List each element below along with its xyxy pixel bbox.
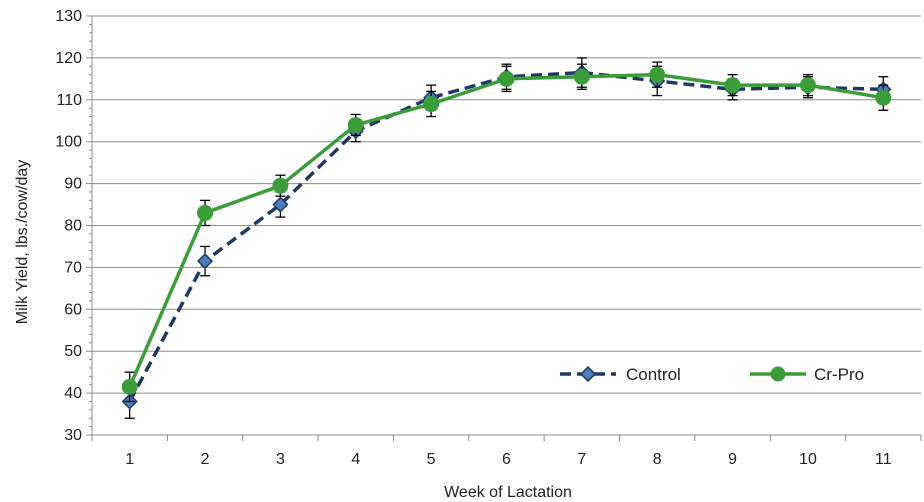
data-point — [573, 68, 590, 85]
y-axis-ticks: 30 40 50 60 70 80 90 100 110 120 130 — [55, 8, 92, 444]
y-tick-label: 60 — [64, 301, 82, 318]
legend-label: Cr-Pro — [814, 365, 864, 384]
y-tick-label: 40 — [64, 385, 82, 402]
series-cr-pro — [121, 61, 892, 403]
x-tick-label: 4 — [351, 451, 360, 468]
x-tick-label: 9 — [728, 451, 737, 468]
data-point — [724, 77, 741, 94]
series-control — [121, 57, 892, 419]
y-tick-label: 120 — [55, 50, 82, 67]
y-tick-label: 110 — [56, 92, 82, 109]
x-tick-label: 10 — [799, 451, 817, 468]
y-tick-label: 100 — [55, 134, 82, 151]
x-tick-label: 2 — [201, 451, 210, 468]
legend: Control Cr-Pro — [560, 365, 864, 384]
y-tick-label: 90 — [64, 176, 82, 193]
x-tick-label: 1 — [125, 451, 134, 468]
data-point — [498, 70, 515, 87]
data-point — [649, 66, 666, 83]
y-tick-label: 80 — [64, 218, 82, 235]
legend-item: Cr-Pro — [750, 365, 864, 384]
legend-marker — [579, 365, 597, 383]
y-tick-label: 70 — [64, 259, 82, 276]
data-point — [272, 196, 289, 213]
legend-item: Control — [560, 365, 681, 384]
y-axis-title: Milk Yield, lbs./cow/day — [14, 160, 31, 325]
series-layer — [121, 57, 892, 419]
data-point — [197, 204, 214, 221]
y-tick-label: 50 — [64, 343, 82, 360]
x-axis-title: Week of Lactation — [444, 484, 572, 501]
x-tick-label: 11 — [875, 451, 892, 468]
data-point — [875, 89, 892, 106]
data-point — [272, 177, 289, 194]
legend-label: Control — [626, 365, 681, 384]
data-point — [423, 95, 440, 112]
data-point — [799, 77, 816, 94]
y-tick-label: 130 — [55, 8, 82, 25]
x-tick-label: 7 — [577, 451, 586, 468]
legend-marker — [770, 366, 786, 382]
x-tick-label: 3 — [276, 451, 285, 468]
x-tick-label: 6 — [502, 451, 511, 468]
x-tick-label: 8 — [653, 451, 662, 468]
x-axis-ticks: 1 2 3 4 5 6 7 8 9 10 11 — [91, 435, 922, 468]
data-point — [121, 378, 138, 395]
y-tick-label: 30 — [64, 427, 82, 444]
data-point — [196, 253, 214, 270]
data-point — [347, 116, 364, 133]
x-tick-label: 5 — [427, 451, 436, 468]
series-line — [128, 70, 884, 403]
gridlines — [92, 15, 921, 394]
